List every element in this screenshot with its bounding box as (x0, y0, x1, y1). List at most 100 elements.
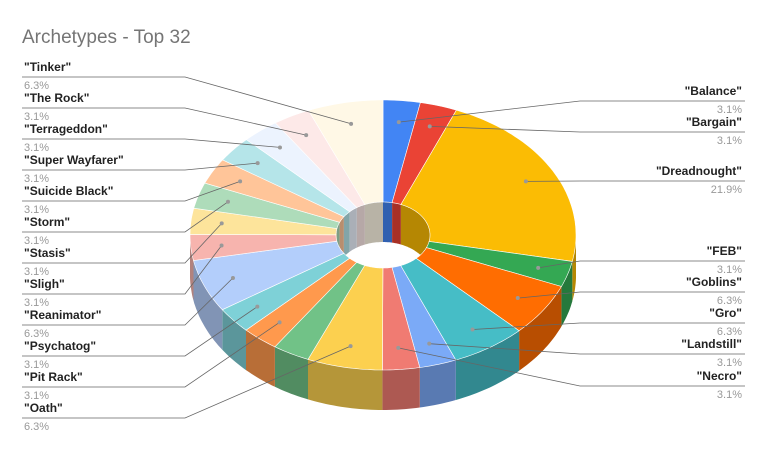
slice-value: 6.3% (24, 80, 49, 92)
chart-title: Archetypes - Top 32 (22, 27, 191, 48)
slice-value: 6.3% (24, 421, 49, 433)
slice-side (193, 260, 223, 350)
leader-dot (427, 341, 432, 346)
slice-value: 3.1% (24, 297, 49, 309)
slice-label: "Dreadnought" (656, 164, 742, 178)
slice-label: "Storm" (24, 215, 70, 229)
slice-label: "Oath" (24, 401, 63, 415)
leader-dot (225, 199, 230, 204)
leader-line (538, 260, 745, 269)
slice-label: "Stasis" (24, 246, 71, 260)
leader-line (22, 76, 352, 125)
leader-dot (427, 124, 432, 129)
slice-value: 3.1% (717, 389, 742, 401)
leader-line (22, 181, 241, 202)
leader-line (22, 107, 307, 136)
leader-dot (523, 179, 528, 184)
slice-inner (343, 211, 350, 257)
leader-dot (219, 243, 224, 248)
slice-side (274, 346, 308, 400)
leader-dot (219, 221, 224, 226)
leader-dot (255, 161, 260, 166)
slice-label: "FEB" (707, 244, 742, 258)
slice-value: 3.1% (24, 266, 49, 278)
leader-line (22, 138, 281, 148)
slice-label: "Goblins" (686, 275, 742, 289)
slice-value: 3.1% (24, 390, 49, 402)
slice (308, 99, 384, 205)
slice-value: 6.3% (717, 295, 742, 307)
leader-line (517, 291, 745, 299)
leader-line (398, 100, 745, 123)
slice-label: "Necro" (697, 369, 742, 383)
slice-side (382, 367, 420, 410)
slice-side (572, 235, 576, 302)
slice-value: 3.1% (717, 357, 742, 369)
slice-side (519, 286, 562, 371)
slice-side (419, 360, 456, 408)
leader-line (429, 343, 745, 355)
leader-line (22, 201, 229, 233)
leader-dot (304, 133, 309, 138)
slice-value: 3.1% (717, 135, 742, 147)
slice-value: 21.9% (711, 184, 742, 196)
leader-dot (277, 320, 282, 325)
slice-label: "Landstill" (681, 337, 742, 351)
slice-value: 3.1% (24, 359, 49, 371)
slice-label: "Pit Rack" (24, 370, 83, 384)
leader-line (22, 306, 258, 357)
leader-dot (349, 121, 354, 126)
leader-line (429, 126, 745, 133)
leader-dot (396, 345, 401, 350)
leader-line (22, 321, 280, 388)
slice-label: "The Rock" (24, 91, 89, 105)
slice-value: 3.1% (24, 111, 49, 123)
slice-label: "Sligh" (24, 277, 65, 291)
slice-inner (400, 204, 430, 275)
leader-line (398, 347, 745, 387)
slice-inner (356, 204, 365, 248)
slice-value: 3.1% (717, 104, 742, 116)
slice-label: "Super Wayfarer" (24, 153, 124, 167)
slice-inner (349, 207, 357, 252)
leader-line (472, 322, 745, 330)
slice-inner (383, 202, 393, 243)
leader-dot (277, 145, 282, 150)
slice-side (246, 330, 275, 387)
slice-label: "Terrageddon" (24, 122, 108, 136)
slice-value: 3.1% (24, 173, 49, 185)
slice-value: 3.1% (24, 142, 49, 154)
slice-label: "Bargain" (686, 115, 742, 129)
slice-value: 6.3% (717, 326, 742, 338)
slice-side (222, 309, 246, 371)
leader-dot (470, 327, 475, 332)
leader-dot (348, 344, 353, 349)
slice-label: "Psychatog" (24, 339, 96, 353)
slice-label: "Reanimator" (24, 308, 101, 322)
slice-label: "Suicide Black" (24, 184, 113, 198)
leader-line (22, 223, 222, 264)
slice-label: "Balance" (685, 84, 742, 98)
slice-side (455, 330, 520, 400)
leader-dot (536, 265, 541, 270)
leader-dot (238, 179, 243, 184)
slice-label: "Tinker" (24, 60, 71, 74)
leader-dot (255, 304, 260, 309)
slice-inner (364, 202, 383, 245)
leader-line (22, 162, 258, 171)
slice-label: "Gro" (709, 306, 742, 320)
slice-value: 3.1% (24, 235, 49, 247)
slice-value: 3.1% (24, 204, 49, 216)
leader-dot (230, 275, 235, 280)
leader-line (22, 245, 222, 295)
slice-value: 6.3% (24, 328, 49, 340)
leader-line (22, 345, 351, 419)
leader-dot (515, 296, 520, 301)
slice-value: 3.1% (717, 264, 742, 276)
leader-dot (396, 120, 401, 125)
slice-inner (392, 202, 401, 245)
leader-line (22, 277, 234, 326)
slice-side (561, 261, 573, 327)
slice-side (308, 359, 383, 410)
